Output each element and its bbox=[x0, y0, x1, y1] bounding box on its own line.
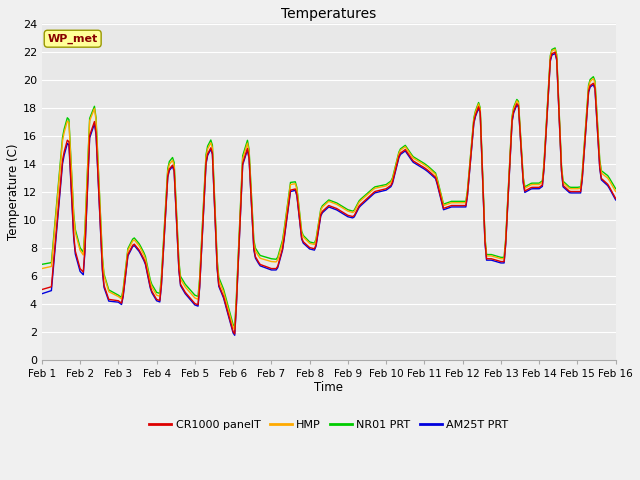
Line: CR1000 panelT: CR1000 panelT bbox=[42, 52, 616, 334]
NR01 PRT bbox=[38, 262, 45, 267]
CR1000 panelT bbox=[398, 149, 406, 155]
NR01 PRT bbox=[231, 324, 239, 330]
AM25T PRT bbox=[145, 277, 152, 283]
Line: AM25T PRT: AM25T PRT bbox=[42, 54, 616, 336]
Text: WP_met: WP_met bbox=[47, 34, 98, 44]
AM25T PRT bbox=[398, 150, 406, 156]
HMP bbox=[543, 108, 551, 114]
HMP bbox=[385, 181, 393, 187]
AM25T PRT bbox=[38, 291, 45, 297]
NR01 PRT bbox=[54, 188, 61, 194]
NR01 PRT bbox=[551, 45, 559, 51]
CR1000 panelT bbox=[145, 276, 152, 282]
HMP bbox=[38, 265, 45, 271]
HMP bbox=[231, 327, 239, 333]
AM25T PRT bbox=[612, 197, 620, 203]
Legend: CR1000 panelT, HMP, NR01 PRT, AM25T PRT: CR1000 panelT, HMP, NR01 PRT, AM25T PRT bbox=[145, 416, 513, 434]
Y-axis label: Temperature (C): Temperature (C) bbox=[7, 144, 20, 240]
HMP bbox=[145, 272, 152, 277]
HMP bbox=[366, 189, 374, 195]
Line: HMP: HMP bbox=[42, 49, 616, 330]
CR1000 panelT bbox=[231, 331, 239, 337]
HMP bbox=[612, 189, 620, 194]
CR1000 panelT bbox=[385, 183, 393, 189]
AM25T PRT bbox=[385, 185, 393, 191]
CR1000 panelT bbox=[551, 49, 559, 55]
CR1000 panelT bbox=[38, 287, 45, 292]
NR01 PRT bbox=[385, 180, 393, 185]
NR01 PRT bbox=[612, 186, 620, 192]
AM25T PRT bbox=[551, 51, 559, 57]
HMP bbox=[398, 146, 406, 152]
CR1000 panelT bbox=[366, 193, 374, 199]
AM25T PRT bbox=[231, 333, 239, 338]
AM25T PRT bbox=[54, 215, 61, 221]
AM25T PRT bbox=[543, 112, 551, 118]
CR1000 panelT bbox=[612, 196, 620, 202]
NR01 PRT bbox=[543, 107, 551, 113]
CR1000 panelT bbox=[543, 111, 551, 117]
Line: NR01 PRT: NR01 PRT bbox=[42, 48, 616, 327]
NR01 PRT bbox=[398, 145, 406, 151]
X-axis label: Time: Time bbox=[314, 382, 343, 395]
Title: Temperatures: Temperatures bbox=[281, 7, 376, 21]
NR01 PRT bbox=[145, 269, 152, 275]
CR1000 panelT bbox=[54, 212, 61, 217]
NR01 PRT bbox=[366, 188, 374, 194]
AM25T PRT bbox=[366, 194, 374, 200]
HMP bbox=[551, 47, 559, 52]
HMP bbox=[54, 192, 61, 197]
